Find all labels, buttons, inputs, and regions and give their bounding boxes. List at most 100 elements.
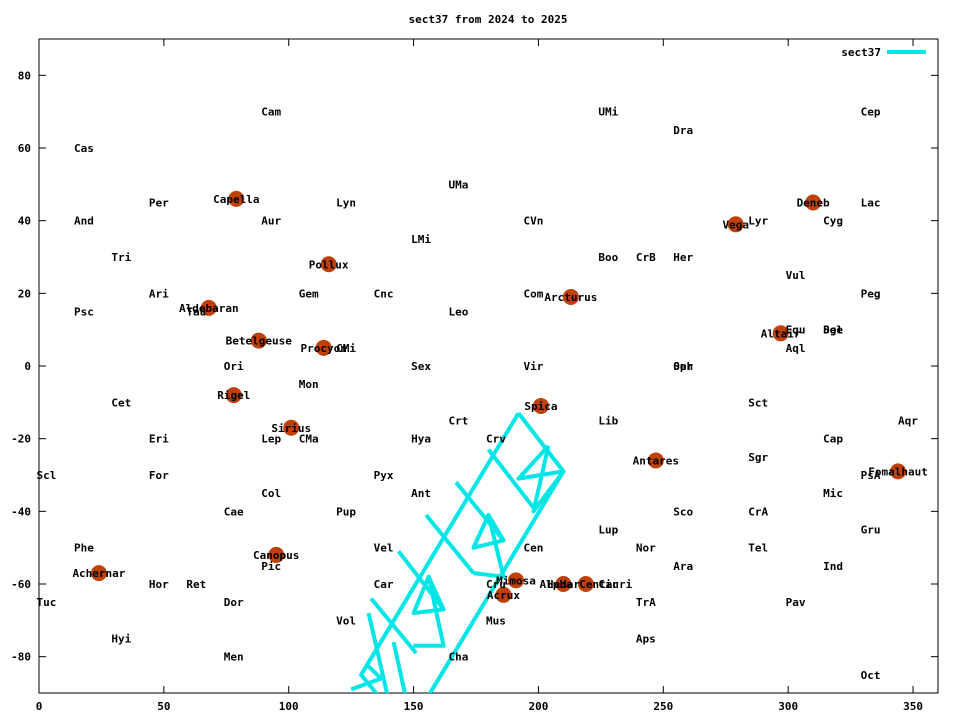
star-label: Achernar	[72, 567, 125, 580]
constellation-label: Cap	[823, 433, 843, 446]
constellation-label: Men	[224, 651, 244, 664]
constellation-label: Leo	[449, 306, 469, 319]
constellation-label: Vel	[374, 542, 394, 555]
constellation-label: Hor	[149, 578, 169, 591]
sector-line	[359, 412, 521, 693]
constellation-label: Crv	[486, 433, 506, 446]
sector-line	[350, 662, 384, 692]
constellation-label: Cae	[224, 505, 244, 518]
star-marker	[90, 565, 107, 582]
star-label: Deneb	[797, 197, 830, 210]
star-marker	[320, 256, 337, 273]
constellation-label: Lyn	[336, 197, 356, 210]
constellation-label: Equ	[786, 324, 806, 337]
constellation-label: CMa	[299, 433, 319, 446]
star-marker	[562, 288, 579, 305]
constellation-label: Hya	[411, 433, 431, 446]
constellation-label: UMi	[598, 106, 618, 119]
sector-line	[366, 612, 389, 693]
constellation-label: CrA	[748, 505, 768, 518]
constellation-label: Aql	[786, 342, 806, 355]
constellation-label: Vir	[523, 360, 543, 373]
star-label: Alpha Centauri	[540, 578, 633, 591]
constellation-label: LMi	[411, 233, 431, 246]
sector-line	[516, 411, 565, 473]
constellation-label: Cen	[523, 542, 543, 555]
constellation-label: For	[149, 469, 169, 482]
constellation-label: Lib	[598, 415, 618, 428]
star-marker	[577, 576, 594, 592]
constellation-label: PsA	[861, 469, 881, 482]
constellation-label: Pup	[336, 505, 356, 518]
constellation-label: Car	[374, 578, 394, 591]
sector-line	[516, 444, 566, 514]
constellation-label: Aqr	[898, 415, 918, 428]
y-tick-label: -60	[11, 578, 31, 591]
constellation-label: Ret	[186, 578, 206, 591]
chart-title: sect37 from 2024 to 2025	[409, 13, 568, 26]
star-marker	[805, 194, 822, 211]
constellation-label: Nor	[636, 542, 656, 555]
star-label: Vega	[722, 218, 749, 231]
constellation-label: CMi	[336, 342, 356, 355]
star-marker	[647, 452, 664, 469]
constellation-label: Cha	[449, 651, 469, 664]
sector-line	[411, 574, 446, 648]
star-label: Rigel	[217, 389, 250, 402]
constellation-label: Cru	[486, 578, 506, 591]
constellation-label: Tel	[748, 542, 768, 555]
sector-line	[471, 513, 506, 579]
x-tick-label: 150	[404, 700, 424, 713]
constellation-label: Cet	[111, 396, 131, 409]
x-tick-label: 250	[653, 700, 673, 713]
constellation-label: Crt	[449, 415, 469, 428]
constellation-label: Cyg	[823, 215, 843, 228]
constellation-label: Vul	[786, 269, 806, 282]
constellation-label: Dor	[224, 596, 244, 609]
star-marker	[268, 546, 285, 563]
constellation-label: Aur	[261, 215, 281, 228]
constellation-label: Ori	[224, 360, 244, 373]
constellation-label: Mic	[823, 487, 843, 500]
constellation-label: Gru	[861, 524, 881, 537]
constellation-label: Peg	[861, 287, 881, 300]
constellation-label: Oct	[861, 669, 881, 682]
x-tick-label: 350	[903, 700, 923, 713]
star-label: Betelgeuse	[226, 335, 293, 348]
constellation-label: TrA	[636, 596, 656, 609]
star-marker	[225, 387, 242, 404]
constellation-label: Sge	[823, 324, 843, 337]
constellation-label: Eri	[149, 433, 169, 446]
star-label: Antares	[633, 454, 679, 467]
star-label: Mimosa	[496, 574, 536, 587]
constellation-label: Com	[523, 287, 543, 300]
sector-line	[486, 448, 536, 509]
star-marker	[200, 299, 217, 316]
constellation-label: Lyr	[748, 215, 768, 228]
star-label: Canopus	[253, 549, 299, 562]
y-tick-label: 60	[18, 142, 31, 155]
label-layer: Cam UMi Cep Dra Cas UMa Per Lyn Lac And Aur CVn Lyr C…	[37, 106, 928, 682]
sector-line	[397, 550, 446, 611]
x-tick-label: 300	[778, 700, 798, 713]
constellation-label: Tuc	[37, 596, 57, 609]
constellation-label: Ser	[673, 360, 693, 373]
star-label: Arcturus	[544, 291, 597, 304]
constellation-label: Ari	[149, 287, 169, 300]
y-tick-label: 20	[18, 287, 31, 300]
star-label: Hadar	[547, 578, 580, 591]
constellation-label: Scl	[37, 469, 57, 482]
star-marker	[890, 463, 907, 480]
star-label: Pollux	[309, 258, 349, 271]
legend: sect37	[841, 46, 926, 59]
star-marker	[315, 339, 332, 356]
x-tick-label: 200	[529, 700, 549, 713]
constellation-label: And	[74, 215, 94, 228]
constellation-label: Sct	[748, 396, 768, 409]
constellation-label: Pyx	[374, 469, 394, 482]
constellation-label: Vol	[336, 614, 356, 627]
constellation-label: Mus	[486, 614, 506, 627]
star-marker	[250, 332, 267, 349]
x-tick-label: 0	[36, 700, 43, 713]
